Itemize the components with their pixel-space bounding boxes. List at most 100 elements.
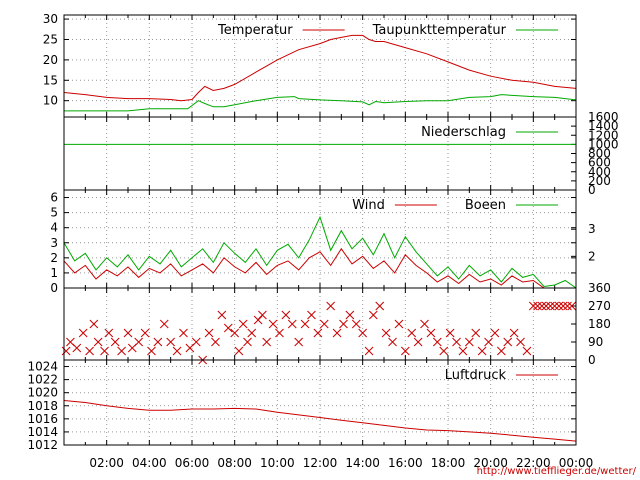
right-tick-label: 180: [588, 317, 611, 331]
direction-marker: [238, 319, 248, 329]
legend-label: Luftdruck: [445, 368, 507, 383]
direction-marker: [458, 346, 468, 356]
direction-marker: [358, 328, 368, 338]
right-tick-label: 1000: [588, 137, 619, 151]
direction-marker: [123, 328, 133, 338]
direction-marker: [528, 301, 538, 311]
direction-marker: [100, 346, 109, 356]
series-line-taupunkttemperatur: [64, 94, 577, 112]
y-tick-label: 1018: [27, 399, 58, 413]
direction-marker: [61, 346, 71, 356]
direction-marker: [134, 337, 144, 347]
direction-marker: [563, 301, 572, 311]
direction-marker: [516, 337, 525, 347]
direction-marker: [332, 328, 342, 338]
x-tick-label: 02:00: [89, 456, 124, 470]
direction-marker: [550, 301, 560, 311]
direction-marker: [407, 328, 417, 338]
y-tick-label: 2: [50, 251, 58, 265]
y-tick-label: 1024: [27, 360, 58, 374]
direction-marker: [223, 323, 233, 333]
direction-marker: [420, 319, 429, 329]
direction-marker: [394, 319, 404, 329]
x-tick-label: 04:00: [132, 456, 167, 470]
series-line-boeen: [63, 215, 577, 289]
direction-marker: [533, 301, 542, 311]
y-tick-label: 1014: [27, 425, 58, 439]
direction-marker: [172, 346, 182, 356]
direction-marker: [110, 337, 120, 347]
direction-marker: [78, 328, 88, 338]
direction-marker: [258, 310, 267, 320]
x-tick-label: 20:00: [473, 456, 508, 470]
direction-marker: [490, 328, 500, 338]
direction-marker: [217, 310, 227, 320]
direction-marker: [368, 310, 378, 320]
y-tick-label: 1016: [27, 412, 58, 426]
x-tick-label: 18:00: [431, 456, 466, 470]
direction-marker: [364, 346, 374, 356]
panel-4: 0 90 180 270 360: [61, 281, 611, 367]
direction-marker: [452, 337, 461, 347]
direction-marker: [230, 328, 240, 338]
series-line-luftdruck: [63, 400, 577, 442]
y-tick-label: 1020: [27, 386, 58, 400]
right-tick-label: 1200: [588, 128, 619, 142]
direction-marker: [191, 337, 201, 347]
right-tick-label: 2: [588, 249, 596, 263]
x-tick-label: 12:00: [303, 456, 338, 470]
right-tick-label: 1600: [588, 110, 619, 124]
legend-label: Wind: [352, 198, 385, 213]
direction-marker: [326, 301, 336, 311]
direction-marker: [503, 337, 513, 347]
direction-marker: [153, 337, 163, 347]
direction-marker: [159, 319, 169, 329]
direction-marker: [471, 328, 481, 338]
y-tick-label: 20: [43, 53, 58, 67]
direction-marker: [166, 337, 176, 347]
y-tick-label: 1: [50, 266, 58, 280]
direction-marker: [351, 319, 361, 329]
direction-marker: [558, 301, 568, 311]
y-tick-label: 4: [50, 221, 58, 235]
direction-marker: [319, 319, 329, 329]
y-tick-label: 25: [43, 32, 58, 46]
x-tick-label: 22:00: [516, 456, 551, 470]
direction-marker: [339, 319, 348, 329]
direction-marker: [554, 301, 564, 311]
direction-marker: [400, 346, 410, 356]
direction-marker: [72, 343, 82, 353]
direction-marker: [253, 315, 263, 325]
y-tick-label: 1022: [27, 373, 58, 387]
direction-marker: [537, 301, 547, 311]
direction-marker: [300, 319, 310, 329]
direction-marker: [307, 310, 316, 320]
y-tick-label: 1012: [27, 438, 58, 452]
credit-link[interactable]: http://www.tiefflieger.de/wetter/: [477, 466, 637, 477]
x-tick-label: 06:00: [175, 456, 210, 470]
legend-label: Temperatur: [217, 23, 293, 38]
series-line-wind: [63, 247, 576, 289]
direction-marker: [281, 310, 291, 320]
direction-marker: [93, 337, 103, 347]
y-tick-label: 5: [50, 206, 58, 220]
y-tick-label: 10: [43, 94, 58, 108]
direction-marker: [287, 319, 297, 329]
direction-marker: [117, 346, 126, 356]
x-tick-label: 10:00: [260, 456, 295, 470]
right-tick-label: 90: [588, 335, 603, 349]
y-tick-label: 6: [50, 191, 58, 205]
direction-marker: [381, 328, 391, 338]
legend-label: Taupunkttemperatur: [372, 23, 507, 38]
direction-marker: [496, 346, 506, 356]
direction-marker: [345, 310, 355, 320]
x-axis-labels: 02:00 04:00 06:00 08:00 10:00 12:00 14:00 16:00…: [89, 456, 593, 470]
direction-marker: [262, 337, 272, 347]
y-tick-label: 0: [50, 281, 58, 295]
direction-marker: [509, 328, 519, 338]
direction-marker: [89, 319, 99, 329]
direction-marker: [243, 337, 252, 347]
panel-1: 10 15 20 25 30 Taupunkttemperatur Temperatur: [43, 12, 577, 118]
